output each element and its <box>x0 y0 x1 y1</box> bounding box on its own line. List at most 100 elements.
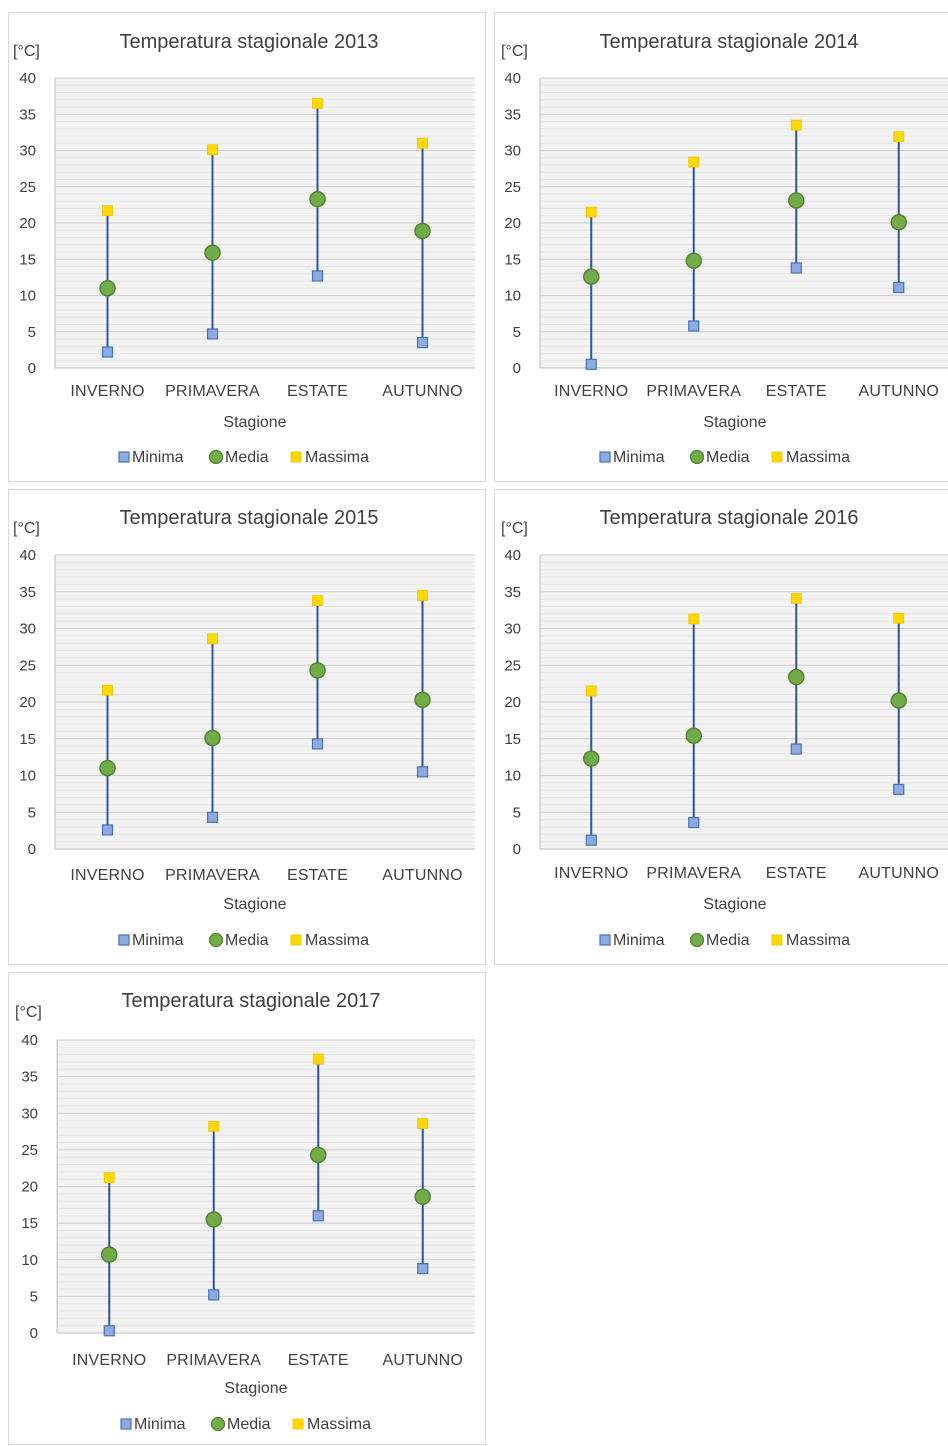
media-point <box>890 692 907 709</box>
y-tick-label: 40 <box>504 70 521 87</box>
chart-panel-2017: Temperatura stagionale 2017 [°C] 0 5 10 15 20 2… <box>8 972 486 1445</box>
y-tick-label: 40 <box>21 1032 38 1049</box>
y-tick-label: 0 <box>28 841 36 858</box>
y-axis-unit: [°C] <box>15 1004 42 1021</box>
media-point <box>583 750 600 767</box>
media-point <box>205 1211 222 1228</box>
media-point <box>685 727 702 745</box>
legend-minima-label: Minima <box>132 932 184 949</box>
legend-media-marker <box>208 449 224 465</box>
legend-minima-marker <box>118 451 130 463</box>
minima-point <box>206 811 219 823</box>
y-axis-unit: [°C] <box>13 520 40 537</box>
chart-2014: Temperatura stagionale 2014 [°C] 0 5 10 15 20 2… <box>501 31 948 466</box>
y-tick-label: 35 <box>504 584 521 601</box>
x-axis-title: Stagione <box>223 896 286 913</box>
minima-point <box>101 824 114 836</box>
y-tick-label: 40 <box>19 547 36 564</box>
chart-panel-2015: Temperatura stagionale 2015 [°C] 0 5 10 15 20 2… <box>8 489 486 965</box>
massima-point <box>312 1053 324 1065</box>
minima-point <box>688 320 700 332</box>
massima-point <box>207 633 218 645</box>
y-tick-label: 30 <box>21 1105 38 1122</box>
chart-title: Temperatura stagionale 2016 <box>599 507 858 529</box>
minima-point <box>893 281 905 294</box>
massima-point <box>688 156 700 168</box>
minima-point <box>208 1289 220 1301</box>
y-tick-label: 30 <box>19 621 36 638</box>
x-category-label: AUTUNNO <box>382 867 463 884</box>
x-category-label: INVERNO <box>554 865 628 882</box>
y-tick-label: 0 <box>28 360 36 377</box>
minima-point <box>206 328 219 340</box>
legend-minima-marker <box>599 934 611 946</box>
massima-point <box>312 97 323 109</box>
massima-point <box>417 590 428 601</box>
y-tick-label: 10 <box>21 1252 38 1269</box>
legend-media-marker <box>208 932 224 948</box>
minima-point <box>416 766 429 778</box>
massima-point <box>790 119 802 131</box>
media-point <box>99 759 116 777</box>
legend-media-marker <box>210 1416 226 1432</box>
massima-point <box>893 612 905 624</box>
y-tick-label: 0 <box>513 841 521 858</box>
minima-point <box>101 346 114 358</box>
massima-point <box>102 684 113 696</box>
y-tick-label: 10 <box>504 768 521 785</box>
x-category-label: INVERNO <box>72 1352 146 1369</box>
x-category-label: PRIMAVERA <box>646 865 741 882</box>
y-tick-label: 5 <box>513 804 521 821</box>
y-tick-label: 20 <box>19 694 36 711</box>
massima-point <box>585 685 597 697</box>
legend-media-label: Media <box>706 449 750 466</box>
media-point <box>204 729 221 747</box>
media-point <box>583 268 600 285</box>
x-category-label: PRIMAVERA <box>646 383 741 400</box>
x-category-label: ESTATE <box>287 383 348 400</box>
y-tick-label: 30 <box>19 143 36 160</box>
massima-point <box>688 613 700 625</box>
massima-point <box>585 206 597 218</box>
y-tick-label: 0 <box>30 1325 38 1342</box>
y-tick-label: 20 <box>504 215 521 232</box>
x-category-label: ESTATE <box>766 383 827 400</box>
media-point <box>788 192 805 209</box>
y-tick-label: 35 <box>19 106 36 123</box>
y-tick-label: 40 <box>19 70 36 87</box>
minima-point <box>417 1262 429 1275</box>
media-point <box>890 214 907 231</box>
massima-point <box>893 131 905 143</box>
x-category-label: INVERNO <box>554 383 628 400</box>
y-tick-label: 5 <box>28 804 36 821</box>
massima-point <box>102 205 113 217</box>
legend-massima-marker <box>771 934 783 946</box>
legend-massima-label: Massima <box>305 449 369 466</box>
x-category-label: INVERNO <box>70 383 144 400</box>
massima-point <box>790 592 802 604</box>
y-axis-unit: [°C] <box>13 43 40 60</box>
legend-massima-label: Massima <box>786 449 850 466</box>
y-tick-label: 25 <box>19 179 36 196</box>
legend-massima-marker <box>771 451 783 463</box>
x-axis-title: Stagione <box>223 414 286 431</box>
chart-title: Temperatura stagionale 2017 <box>121 990 380 1012</box>
y-tick-label: 15 <box>19 251 36 268</box>
legend-massima-marker <box>290 934 302 946</box>
minima-point <box>312 1210 324 1222</box>
y-tick-label: 25 <box>504 179 521 196</box>
minima-point <box>790 262 802 274</box>
minima-point <box>103 1325 115 1337</box>
legend-media-label: Media <box>706 932 750 949</box>
legend-media-label: Media <box>225 449 269 466</box>
y-tick-label: 20 <box>504 694 521 711</box>
y-tick-label: 5 <box>30 1288 38 1305</box>
y-tick-label: 40 <box>504 547 521 564</box>
y-tick-label: 35 <box>19 584 36 601</box>
y-tick-label: 15 <box>21 1215 38 1232</box>
legend-media-label: Media <box>225 932 269 949</box>
legend-massima-label: Massima <box>307 1416 371 1433</box>
minima-point <box>585 358 597 370</box>
y-tick-label: 15 <box>504 251 521 268</box>
y-tick-label: 25 <box>504 657 521 674</box>
